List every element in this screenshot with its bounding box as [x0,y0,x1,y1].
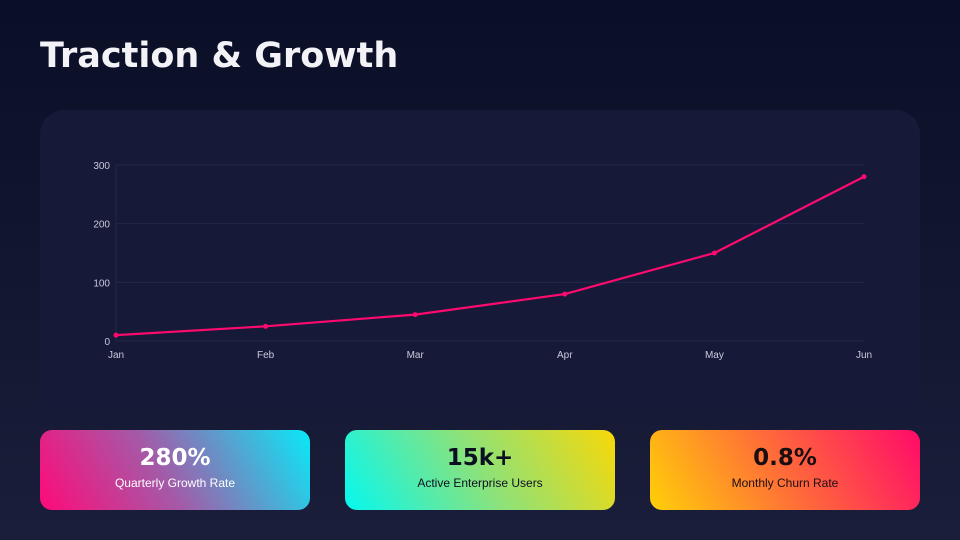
x-tick-label: Feb [257,350,275,361]
data-point [562,291,568,297]
stat-label: Active Enterprise Users [417,476,543,490]
data-point [861,174,867,180]
data-point [711,250,717,256]
series-line [115,175,865,337]
page-title: Traction & Growth [40,36,399,76]
chart-panel [40,110,920,410]
x-tick-label: Jun [856,350,872,361]
y-tick-label: 100 [93,278,110,289]
stat-value: 0.8% [753,445,817,471]
stat-value: 15k+ [446,445,514,471]
y-tick-label: 200 [93,220,110,231]
x-tick-label: Mar [407,350,425,361]
stat-label: Quarterly Growth Rate [114,476,236,490]
y-tick-label: 300 [93,161,110,172]
data-point [113,332,119,338]
stat-card-churn: 0.8% Monthly Churn Rate [650,430,920,510]
stat-card-users: 15k+ Active Enterprise Users [345,430,615,510]
x-tick-label: Jan [108,350,124,361]
x-tick-label: Apr [557,350,573,361]
data-point [412,312,418,318]
stat-value: 280% [139,445,211,471]
stat-card-growth: 280% Quarterly Growth Rate [40,430,310,510]
stat-label: Monthly Churn Rate [731,476,839,490]
y-tick-label: 0 [104,337,110,348]
x-tick-label: May [705,350,724,361]
data-point [263,323,269,329]
